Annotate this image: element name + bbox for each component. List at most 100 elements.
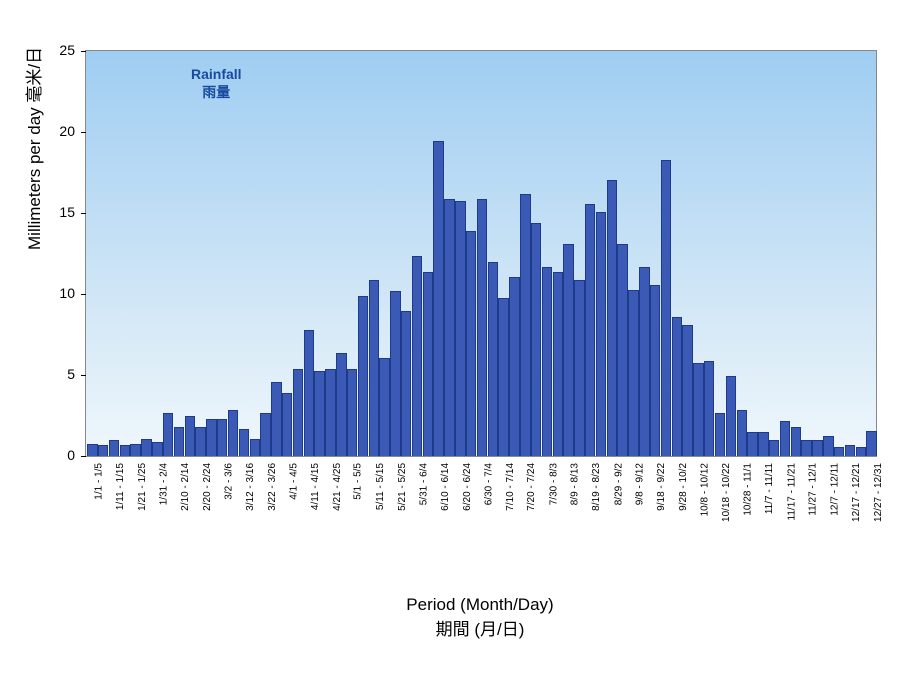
xtick-label: 9/18 - 9/22 [656,463,667,511]
xtick-label: 2/20 - 2/24 [202,463,213,511]
bar [271,382,281,456]
bar [823,436,833,456]
bar [812,440,822,456]
xtick-label: 9/8 - 9/12 [635,463,646,505]
bar [639,267,649,456]
bar [444,199,454,456]
bar [563,244,573,456]
bar [509,277,519,456]
bar [390,291,400,456]
bar [347,369,357,456]
bar [704,361,714,456]
bar [358,296,368,456]
bar [477,199,487,456]
xtick-label: 12/27 - 12/31 [873,463,884,522]
bar [174,427,184,456]
xtick-label: 10/18 - 10/22 [721,463,732,522]
xtick-label: 11/27 - 12/1 [808,463,819,516]
bar [412,256,422,456]
xtick-label: 7/10 - 7/14 [505,463,516,511]
bar [304,330,314,456]
xtick-label: 3/2 - 3/6 [223,463,234,500]
xtick-label: 1/31 - 2/4 [158,463,169,505]
xtick-label: 12/17 - 12/21 [851,463,862,522]
bar [791,427,801,456]
xtick-label: 1/11 - 1/15 [115,463,126,510]
bar [206,419,216,456]
xtick-label: 6/20 - 6/24 [461,463,472,511]
bar [379,358,389,456]
xtick-label: 7/20 - 7/24 [526,463,537,511]
bar [628,290,638,456]
bar [185,416,195,456]
bar [260,413,270,456]
bar [325,369,335,456]
xtick-label: 3/12 - 3/16 [245,463,256,511]
bar [293,369,303,456]
bar [109,440,119,456]
bar [228,410,238,456]
bar [314,371,324,456]
bar [152,442,162,456]
bar [747,432,757,456]
ytick-mark [81,51,86,52]
bar [726,376,736,456]
bar [369,280,379,456]
xtick-label: 3/22 - 3/26 [267,463,278,511]
bar [617,244,627,456]
bar [250,439,260,456]
xtick-label: 6/30 - 7/4 [483,463,494,505]
bar [866,431,876,456]
xtick-label: 8/29 - 9/2 [613,463,624,505]
x-axis-label-zh: 期間 (月/日) [436,620,525,639]
xtick-label: 5/21 - 5/25 [396,463,407,511]
bar [661,160,671,456]
bar [87,444,97,456]
bar [531,223,541,456]
bar [498,298,508,456]
xtick-label: 9/28 - 10/2 [678,463,689,511]
bar [801,440,811,456]
bar [163,413,173,456]
xtick-label: 1/1 - 1/5 [93,463,104,500]
bar [141,439,151,456]
ytick-label: 0 [67,447,75,463]
xtick-label: 6/10 - 6/14 [440,463,451,511]
chart-legend: Rainfall 雨量 [191,66,242,102]
bar [780,421,790,456]
bar [195,427,205,456]
xtick-label: 8/19 - 8/23 [591,463,602,511]
bar [737,410,747,456]
ytick-mark [81,132,86,133]
bar [120,445,130,456]
x-axis-label: Period (Month/Day) 期間 (月/日) [85,595,875,640]
bar [715,413,725,456]
bar [769,440,779,456]
ytick-mark [81,294,86,295]
bar [217,419,227,456]
xtick-label: 11/7 - 11/11 [764,463,775,514]
xtick-label: 10/8 - 10/12 [699,463,710,516]
ytick-label: 10 [59,285,75,301]
bar [607,180,617,456]
bar [553,272,563,456]
bar [130,444,140,456]
bar [336,353,346,456]
xtick-label: 4/1 - 4/5 [288,463,299,500]
bar [466,231,476,456]
bar [845,445,855,456]
bar [682,325,692,456]
bar [758,432,768,456]
bar [433,141,443,456]
bar [282,393,292,456]
bar [401,311,411,456]
xtick-label: 2/10 - 2/14 [180,463,191,511]
x-axis-label-en: Period (Month/Day) [406,595,553,614]
ytick-mark [81,375,86,376]
bar [488,262,498,456]
ytick-mark [81,213,86,214]
bar [239,429,249,456]
bar [574,280,584,456]
xtick-label: 7/30 - 8/3 [548,463,559,505]
bar [693,363,703,456]
